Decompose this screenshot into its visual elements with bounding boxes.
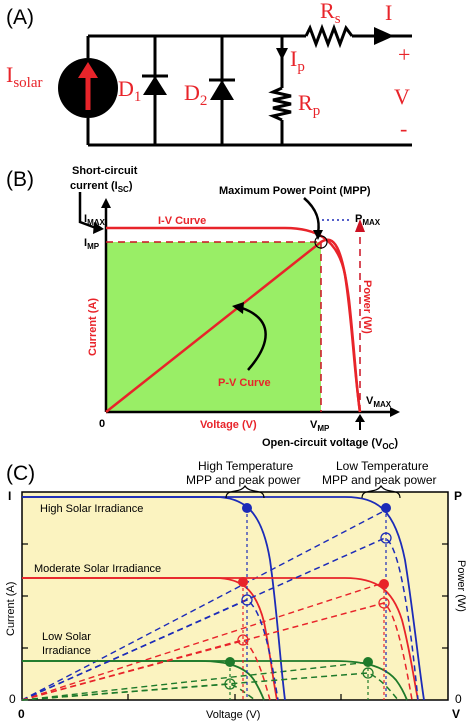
b-current-axis-label: Current (A) [87, 298, 99, 356]
high-temp-label-line2: MPP and peak power [186, 473, 301, 487]
c-i-axis-top-label: I [8, 489, 11, 503]
c-zero-left: 0 [9, 692, 16, 706]
output-arrow-icon [374, 27, 394, 45]
plus-terminal: + [398, 42, 410, 67]
pv-curve-moderate-irradiance-low-temp [21, 602, 413, 701]
c-p-axis-top-label: P [454, 489, 462, 503]
mpp-label: Maximum Power Point (MPP) [219, 185, 371, 197]
panel-c-irradiance-chart: (C) [5, 459, 467, 721]
isc-label-line1: Short-circuit [72, 165, 138, 177]
mpp-marker [314, 235, 328, 249]
diode-d1-icon [142, 74, 168, 95]
current-label: I [385, 0, 392, 25]
moderate-irradiance-label: Moderate Solar Irradiance [34, 563, 161, 575]
panel-c-label: (C) [6, 462, 35, 485]
low-temp-label-line1: Low Temperature [336, 459, 429, 473]
current-axis-arrow-icon [101, 198, 111, 208]
pv-curve-moderate-irradiance-high-temp [21, 639, 271, 701]
vmax-label: VMAX [366, 395, 392, 409]
diode-d2-icon [209, 78, 235, 100]
voltage-label: V [394, 84, 410, 109]
pv-line-high-irradiance [21, 509, 387, 701]
c-zero-bottom: 0 [18, 707, 25, 721]
rs-label: Rs [320, 0, 341, 27]
isc-label-line2: current (ISC) [70, 180, 133, 194]
voltage-axis-arrow-icon [390, 407, 400, 417]
resistor-rp-icon [268, 86, 292, 122]
high-temp-brace [225, 484, 265, 499]
pv-curve-arrow [241, 306, 267, 371]
pv-curve [105, 238, 362, 413]
iv-curve-low-irradiance-low-temp [22, 660, 408, 701]
source-label: Isolar [6, 62, 43, 91]
d1-label: D1 [118, 76, 141, 105]
iv-curve-moderate-irradiance-high-temp [22, 577, 278, 701]
mpp-arrow [303, 197, 320, 234]
panel-a-circuit: (A) Isolar D1 D2 [6, 0, 412, 147]
isc-arrowhead-icon [93, 222, 104, 234]
pv-curve-label: P-V Curve [218, 377, 271, 389]
minus-terminal: - [400, 116, 407, 141]
iv-curve-high-irradiance-low-temp [22, 496, 425, 701]
high-irradiance-label: High Solar Irradiance [40, 503, 143, 515]
c-v-axis-end-label: V [452, 707, 460, 721]
iv-curve-moderate-irradiance-low-temp [22, 577, 419, 701]
b-power-axis-label: Power (W) [361, 280, 373, 334]
d2-label: D2 [184, 80, 207, 109]
imp-label: IMP [84, 237, 100, 251]
resistor-rs-icon [304, 23, 354, 49]
low-temp-label-line2: MPP and peak power [322, 473, 437, 487]
panel-b-label: (B) [6, 168, 34, 191]
isc-arrow [78, 192, 97, 230]
c-current-axis-label: Current (A) [5, 582, 17, 636]
ip-label: Ip [290, 46, 305, 75]
c-zero-right: 0 [455, 692, 462, 706]
pv-curve-low-irradiance-high-temp [21, 683, 256, 701]
mpp-arrowhead-icon [313, 230, 323, 240]
rp-label: Rp [298, 90, 320, 119]
voc-arrowhead-icon [355, 414, 365, 422]
low-irradiance-label-line1: Low Solar [42, 631, 91, 643]
pv-line-moderate-irradiance [21, 581, 387, 701]
c-power-axis-label: Power (W) [455, 560, 467, 612]
low-temp-brace [361, 484, 401, 499]
iv-curve-low-irradiance-high-temp [22, 660, 265, 701]
pv-curve-high-irradiance-high-temp [21, 599, 279, 701]
pmax-label: PMAX [355, 213, 381, 227]
panel-a-label: (A) [6, 6, 34, 29]
pv-curve-high-irradiance-low-temp [21, 537, 419, 701]
iv-curve-label: I-V Curve [158, 215, 206, 227]
power-axis-arrow-icon [355, 219, 365, 232]
voc-label: Open-circuit voltage (VOC) [262, 437, 398, 451]
imax-label: IMAX [84, 213, 106, 227]
low-irradiance-label-line2: Irradiance [42, 645, 91, 657]
vmp-label: VMP [310, 419, 330, 433]
b-voltage-axis-label: Voltage (V) [200, 419, 257, 431]
b-origin-label: 0 [99, 418, 105, 430]
c-voltage-axis-label: Voltage (V) [206, 709, 260, 721]
mpp-markers [224, 503, 392, 690]
ip-arrow-icon [276, 48, 288, 60]
panel-b-iv-chart: (B) Short-circuit current (ISC) [6, 165, 400, 451]
pv-curve-low-irradiance-low-temp [21, 672, 399, 701]
pv-line-low-irradiance [21, 661, 371, 701]
current-source-icon [58, 58, 118, 118]
pv-curve-arrowhead-icon [232, 302, 244, 314]
high-temp-label-line1: High Temperature [198, 459, 293, 473]
